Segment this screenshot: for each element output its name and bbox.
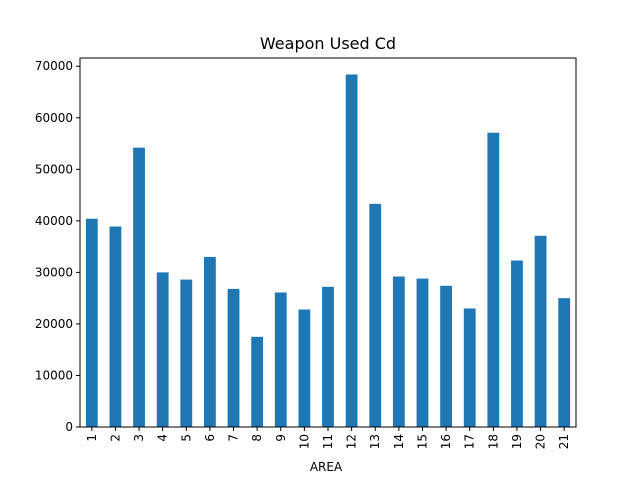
bar-area-11 (322, 286, 334, 427)
x-tick-label: 19 (510, 434, 524, 449)
bar-area-12 (345, 74, 358, 427)
x-tick-label: 6 (203, 434, 217, 442)
chart-title: Weapon Used Cd (260, 34, 396, 53)
bar-area-2 (109, 226, 122, 427)
x-tick-label: 18 (486, 434, 500, 449)
y-tick-label: 50000 (35, 162, 73, 176)
x-tick-label: 5 (179, 434, 193, 442)
x-tick-label: 11 (321, 434, 335, 449)
x-tick-label: 10 (297, 434, 311, 449)
bar-area-16 (440, 285, 452, 427)
x-axis-label: AREA (310, 460, 343, 474)
bar-area-13 (369, 203, 382, 427)
x-tick-label: 12 (345, 434, 359, 449)
y-tick-label: 30000 (35, 265, 73, 279)
bar-area-3 (133, 147, 145, 427)
y-tick-label: 20000 (35, 317, 73, 331)
x-tick-label: 2 (108, 434, 122, 442)
y-tick-label: 60000 (35, 111, 73, 125)
x-tick-label: 1 (85, 434, 99, 442)
x-tick-label: 20 (534, 434, 548, 449)
bar-area-10 (298, 309, 311, 427)
bar-area-20 (534, 235, 547, 427)
y-tick-label: 10000 (35, 368, 73, 382)
x-tick-label: 8 (250, 434, 264, 442)
bar-area-4 (156, 272, 169, 427)
x-tick-label: 3 (132, 434, 146, 442)
bar-area-17 (463, 308, 476, 427)
bar-area-14 (392, 276, 405, 427)
x-tick-label: 16 (439, 434, 453, 449)
y-axis: 0 10000 20000 30000 40000 50000 60000 70000 (35, 59, 80, 434)
y-tick-label: 40000 (35, 214, 73, 228)
plot-frame (79, 57, 577, 428)
bar-area-9 (274, 292, 287, 427)
x-axis: 1 2 3 4 5 6 7 8 9 10 11 12 13 14 15 16 17 18 19 20 21 (85, 427, 571, 449)
y-tick-label: 0 (65, 420, 73, 434)
x-tick-label: 13 (368, 434, 382, 449)
x-tick-label: 7 (227, 434, 241, 442)
x-tick-label: 21 (557, 434, 571, 449)
x-tick-label: 14 (392, 434, 406, 449)
bar-area-5 (180, 279, 193, 427)
bar-area-6 (204, 256, 216, 427)
x-tick-label: 17 (463, 434, 477, 449)
bar-area-7 (227, 288, 240, 427)
bar-area-21 (558, 298, 571, 427)
bar-area-18 (487, 132, 500, 427)
bar-area-1 (85, 218, 98, 427)
bar-area-8 (251, 336, 264, 427)
x-tick-label: 9 (274, 434, 288, 442)
bars-group (85, 74, 571, 427)
bar-area-15 (416, 278, 429, 427)
x-tick-label: 4 (156, 434, 170, 442)
x-tick-label: 15 (415, 434, 429, 449)
y-tick-label: 70000 (35, 59, 73, 73)
bar-area-19 (511, 260, 523, 427)
